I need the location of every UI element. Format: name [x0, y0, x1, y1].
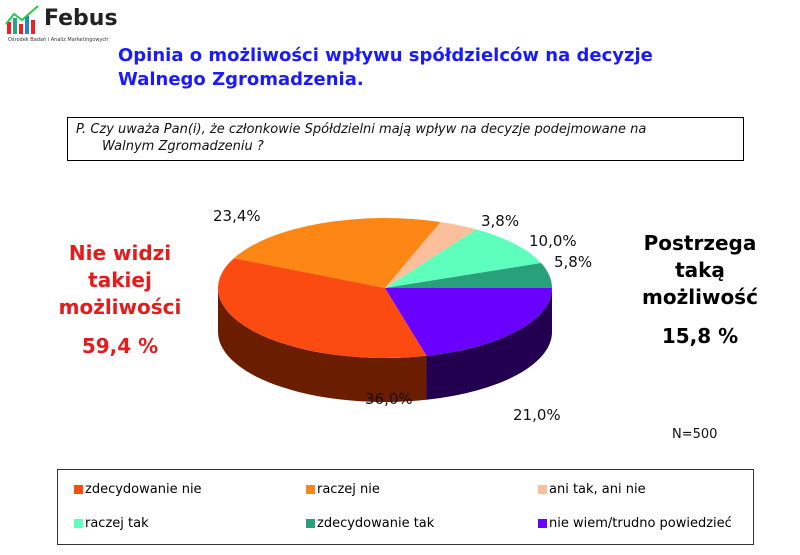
data-label-ani-tak-ani-nie: 3,8% [481, 212, 520, 230]
legend-item: ani tak, ani nie [538, 482, 646, 497]
legend-swatch [306, 485, 315, 494]
data-label-raczej-tak: 10,0% [529, 232, 577, 250]
question-box: P. Czy uważa Pan(i), że członkowie Spółd… [67, 117, 744, 161]
negative-summary-line: Nie widzi [68, 241, 172, 265]
data-label-raczej-nie: 23,4% [213, 207, 261, 225]
sample-size: N=500 [672, 427, 718, 442]
pie-slice-side [426, 288, 552, 400]
legend-label: raczej tak [85, 516, 149, 531]
logo-chart-icon [5, 5, 39, 34]
data-label-zdecydowanie-nie: 36,0% [365, 390, 413, 408]
legend-label: ani tak, ani nie [549, 482, 646, 497]
legend-label: nie wiem/trudno powiedzieć [549, 516, 732, 531]
question-line-2: Walnym Zgromadzeniu ? [102, 139, 264, 154]
logo-subtitle: Ośrodek Badań i Analiz Marketingowych [8, 37, 109, 43]
pie-slice-zdecydowanie-tak [385, 263, 552, 288]
pie-slice-side [218, 288, 427, 403]
question-line-1: P. Czy uważa Pan(i), że członkowie Spółd… [76, 122, 647, 137]
legend-label: raczej nie [317, 482, 380, 497]
pie-slice-raczej-nie [233, 217, 441, 288]
legend-item: zdecydowanie tak [306, 516, 434, 531]
negative-summary-line: możliwości [58, 295, 182, 319]
febus-logo: Febus Ośrodek Badań i Analiz Marketingow… [4, 4, 118, 44]
legend-label: zdecydowanie tak [317, 516, 435, 531]
data-label-zdecydowanie-tak: 5,8% [554, 253, 593, 271]
chart-legend: zdecydowanie nie raczej nie ani tak, ani… [57, 469, 754, 545]
legend-item: raczej nie [306, 482, 380, 497]
legend-swatch [538, 485, 547, 494]
legend-item: zdecydowanie nie [74, 482, 202, 497]
positive-summary-line: możliwość [642, 285, 758, 309]
legend-item: nie wiem/trudno powiedzieć [538, 516, 732, 531]
legend-swatch [74, 519, 83, 528]
pie-slice-raczej-tak [385, 229, 542, 288]
pie-slice-nie-wiem-trudno-powiedzie- [385, 288, 552, 356]
negative-summary: Nie widzi takiej możliwości 59,4 % [40, 240, 200, 360]
pie-slice-zdecydowanie-nie [217, 258, 427, 358]
negative-summary-line: takiej [88, 268, 152, 292]
legend-swatch [74, 485, 83, 494]
pie-slice-ani-tak-ani-nie [385, 221, 477, 288]
legend-swatch [538, 519, 547, 528]
page-title: Opinia o możliwości wpływu spółdzielców … [118, 45, 653, 90]
logo-name: Febus [44, 6, 118, 31]
positive-summary-line: taką [675, 258, 725, 282]
negative-summary-value: 59,4 % [81, 334, 159, 358]
legend-item: raczej tak [74, 516, 149, 531]
legend-swatch [306, 519, 315, 528]
positive-summary-value: 15,8 % [661, 324, 739, 348]
positive-summary-line: Postrzega [643, 231, 757, 255]
data-label-nie-wiem: 21,0% [513, 406, 561, 424]
positive-summary: Postrzega taką możliwość 15,8 % [625, 230, 775, 350]
legend-label: zdecydowanie nie [85, 482, 202, 497]
